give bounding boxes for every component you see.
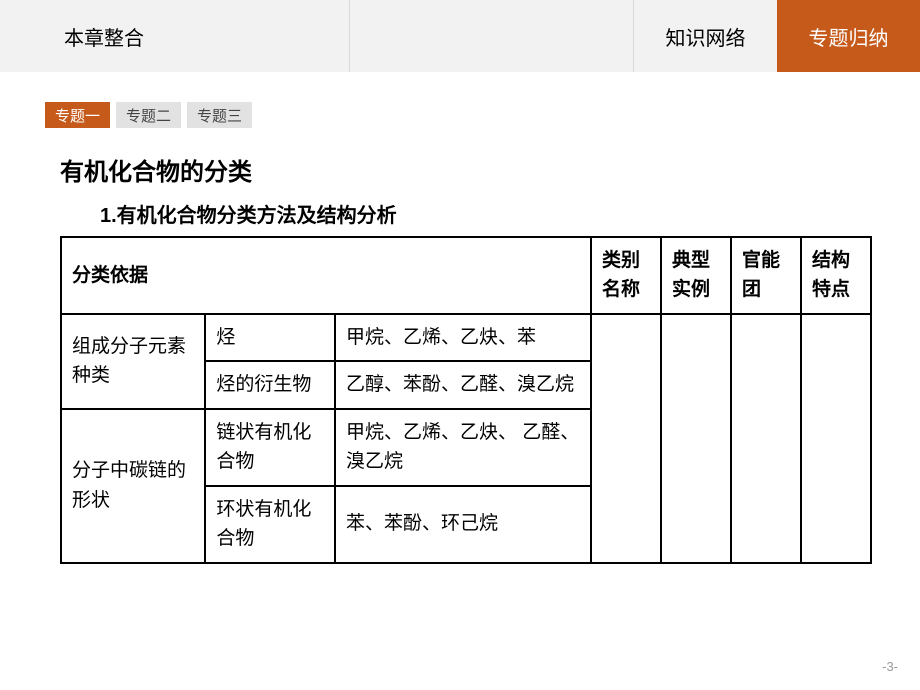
th-functional-group: 官能团 [731,237,801,314]
cell-examples: 甲烷、乙烯、乙炔、 乙醛、溴乙烷 [335,409,591,486]
th-category-name: 类别名称 [591,237,661,314]
row-group-carbon-chain: 分子中碳链的形状 [61,409,205,563]
cell-empty-structural [801,314,871,563]
subtitle: 1.有机化合物分类方法及结构分析 [100,199,860,228]
nav-topic-summary[interactable]: 专题归纳 [777,0,920,72]
th-basis: 分类依据 [61,237,591,314]
cell-examples: 甲烷、乙烯、乙炔、苯 [335,314,591,361]
sub-tab-topic-1[interactable]: 专题一 [45,102,110,128]
classification-table: 分类依据 类别名称 典型实例 官能团 结构特点 组成分子元素种类 烃 甲烷、乙烯… [60,236,872,564]
page-number: -3- [882,659,898,674]
th-structural-features: 结构特点 [801,237,871,314]
heading: 有机化合物的分类 [60,152,860,187]
content: 有机化合物的分类 1.有机化合物分类方法及结构分析 分类依据 类别名称 典型实例… [0,128,920,564]
cell-category: 环状有机化合物 [205,486,335,563]
cell-category: 烃 [205,314,335,361]
cell-category: 烃的衍生物 [205,361,335,408]
topbar: 本章整合 知识网络 专题归纳 [0,0,920,72]
row-group-elements: 组成分子元素种类 [61,314,205,409]
chapter-title: 本章整合 [0,0,350,72]
cell-category: 链状有机化合物 [205,409,335,486]
sub-tabs: 专题一 专题二 专题三 [45,102,920,128]
topbar-spacer [350,0,634,72]
cell-examples: 苯、苯酚、环己烷 [335,486,591,563]
cell-empty-category-name [591,314,661,563]
sub-tab-topic-2[interactable]: 专题二 [116,102,181,128]
cell-empty-typical [661,314,731,563]
nav-knowledge-network[interactable]: 知识网络 [634,0,777,72]
topbar-nav: 知识网络 专题归纳 [634,0,920,72]
cell-examples: 乙醇、苯酚、乙醛、溴乙烷 [335,361,591,408]
cell-empty-functional [731,314,801,563]
th-typical-examples: 典型实例 [661,237,731,314]
sub-tab-topic-3[interactable]: 专题三 [187,102,252,128]
